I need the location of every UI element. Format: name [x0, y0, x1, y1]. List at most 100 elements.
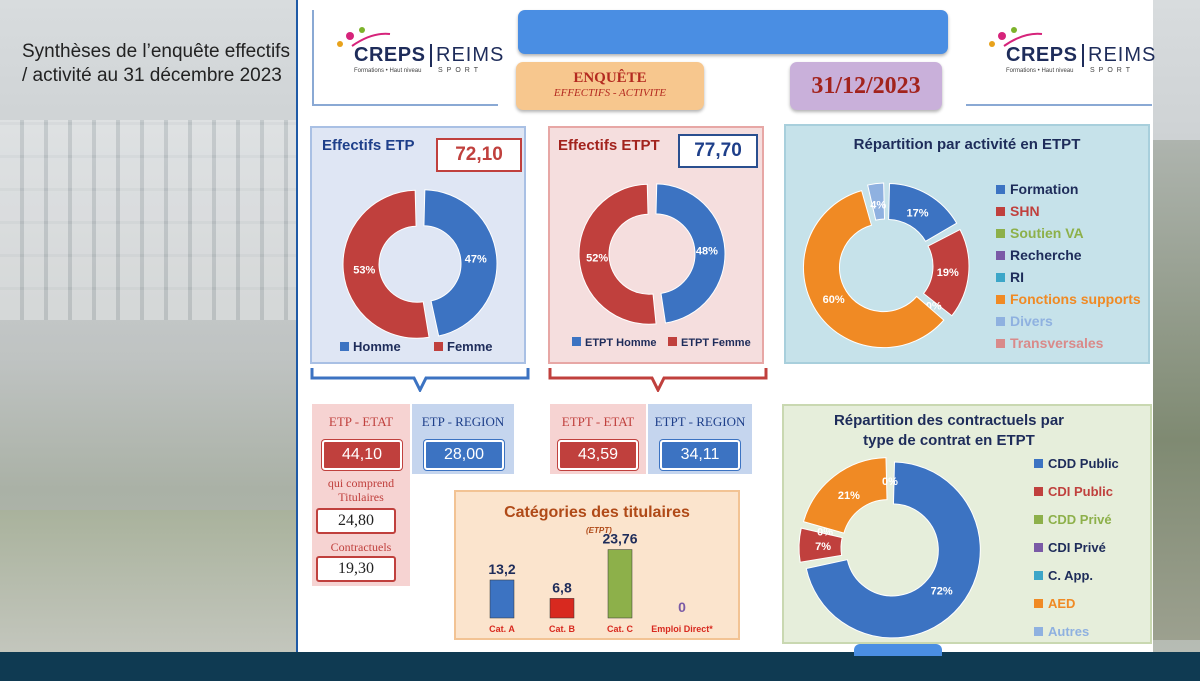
- legend-item-ri: RI: [996, 266, 1141, 288]
- slice-label-fonctions-supports: 60%: [823, 294, 845, 306]
- background-trees: [1152, 140, 1200, 640]
- activite-card: Répartition par activité en ETPT 17% 19% 0…: [784, 124, 1150, 364]
- legend-swatch: [1034, 459, 1043, 468]
- contrats-legend: CDD Public CDI Public CDD Privé CDI Privé C.…: [1034, 450, 1119, 646]
- logo-brand2: REIMS: [430, 44, 504, 67]
- bar-value-cat-c: 23,76: [602, 531, 637, 547]
- legend-label: Recherche: [1010, 247, 1082, 263]
- etpt-etat-value: 43,59: [558, 440, 638, 470]
- legend-item-divers: Divers: [996, 310, 1141, 332]
- legend-item-c-app-: C. App.: [1034, 562, 1119, 590]
- etpt-card: Effectifs ETPT 77,70 48% 52% ETPT Homme E…: [548, 126, 764, 364]
- legend-item-cdi-priv-: CDI Privé: [1034, 534, 1119, 562]
- categories-title: Catégories des titulaires: [504, 504, 690, 521]
- legend-swatch: [996, 339, 1005, 348]
- legend-swatch: [1034, 599, 1043, 608]
- logo-dots-icon: [337, 27, 391, 47]
- slice-cdi-public: [798, 527, 843, 563]
- slice-label-shn: 19%: [937, 267, 959, 279]
- legend-label: Formation: [1010, 181, 1079, 197]
- logo-brand: CREPS: [1006, 44, 1078, 66]
- legend-swatch: [996, 207, 1005, 216]
- legend-label: CDD Privé: [1048, 512, 1112, 527]
- etpt-total: 77,70: [678, 134, 758, 168]
- slice-label-formation: 17%: [907, 208, 929, 220]
- legend-swatch: [996, 295, 1005, 304]
- activite-legend: Formation SHN Soutien VA Recherche RI Fonctio…: [996, 178, 1141, 354]
- categories-unit: (ETPT): [586, 526, 612, 535]
- legend-swatch: [1034, 515, 1043, 524]
- slice-etpt-femme: [578, 183, 657, 325]
- contrats-donut: 72%7%0%21%0%: [798, 457, 981, 639]
- bottom-tab: [854, 644, 942, 656]
- slice-label-cdi-public: 7%: [815, 541, 831, 553]
- slice-etpt-homme: [655, 183, 726, 324]
- slice-homme: [423, 189, 498, 337]
- slice-femme: [342, 189, 430, 339]
- bar-cat-c: [607, 549, 633, 619]
- etpt-donut: 48% 52%: [578, 183, 726, 325]
- etp-contractuels-value: 19,30: [316, 556, 396, 582]
- etpt-brace: [548, 368, 768, 392]
- creps-logo-left: CREPS REIMS Formations • Haut niveau SPO…: [312, 10, 503, 106]
- legend-label: Divers: [1010, 313, 1053, 329]
- etp-region-panel: ETP - REGION 28,00: [412, 404, 514, 474]
- legend-label: CDI Privé: [1048, 540, 1106, 555]
- etp-legend-homme-label: Homme: [353, 339, 401, 354]
- logo-tagline: Formations • Haut niveau: [1006, 68, 1074, 74]
- bar-value-cat-b: 6,8: [552, 579, 572, 595]
- legend-swatch: [1034, 627, 1043, 636]
- logo-tagline2: SPORT: [1090, 67, 1134, 74]
- legend-label: CDI Public: [1048, 484, 1114, 499]
- legend-item-transversales: Transversales: [996, 332, 1141, 354]
- legend-item-recherche: Recherche: [996, 244, 1141, 266]
- logo-brand2: REIMS: [1082, 44, 1156, 67]
- title-bar: [518, 10, 948, 54]
- legend-item-soutien-va: Soutien VA: [996, 222, 1141, 244]
- legend-swatch: [996, 251, 1005, 260]
- bar-cat-b: [549, 598, 575, 619]
- slice-cdd-public: [805, 461, 981, 639]
- etpt-region-panel: ETPT - REGION 34,11: [648, 404, 752, 474]
- legend-item-cdd-priv-: CDD Privé: [1034, 506, 1119, 534]
- legend-item-shn: SHN: [996, 200, 1141, 222]
- etp-title: Effectifs ETP: [322, 137, 415, 154]
- legend-swatch: [1034, 571, 1043, 580]
- contrats-title-line1: Répartition des contractuels par: [833, 412, 1065, 429]
- etp-total: 72,10: [436, 138, 522, 172]
- etp-titulaires-value: 24,80: [316, 508, 396, 534]
- enquete-subtitle: EFFECTIFS - ACTIVITE: [553, 87, 667, 99]
- legend-label: Autres: [1048, 624, 1090, 639]
- etp-titulaires-label: Titulaires: [338, 490, 384, 504]
- etpt-etat-label: ETPT - ETAT: [561, 414, 635, 429]
- slice-label-femme: 53%: [353, 264, 375, 276]
- legend-item-aed: AED: [1034, 590, 1119, 618]
- etp-legend-femme-label: Femme: [447, 339, 493, 354]
- legend-label: Fonctions supports: [1010, 291, 1141, 307]
- slice-label-aed: 21%: [838, 490, 860, 502]
- etpt-region-value: 34,11: [660, 440, 740, 470]
- etp-qui-comprend: qui comprend: [327, 476, 395, 490]
- legend-label: RI: [1010, 269, 1024, 285]
- etp-etat-panel: ETP - ETAT 44,10 qui comprend Titulaires…: [312, 404, 410, 586]
- slice-formation: [888, 182, 958, 242]
- bar-value-emploi-direct-: 0: [678, 599, 686, 615]
- etp-etat-label: ETP - ETAT: [328, 414, 394, 429]
- etp-region-value: 28,00: [424, 440, 504, 470]
- background-ground: [0, 510, 300, 652]
- bar-value-cat-a: 13,2: [488, 561, 515, 577]
- etpt-title: Effectifs ETPT: [558, 137, 660, 154]
- bar-category-cat-c: Cat. C: [607, 624, 634, 634]
- background-building: [0, 120, 300, 320]
- logo-brand: CREPS: [354, 44, 426, 66]
- legend-label: AED: [1048, 596, 1076, 611]
- slice-aed: [802, 457, 888, 534]
- contrats-card: Répartition des contractuels par type de…: [782, 404, 1152, 644]
- etpt-legend-femme: ETPT Femme: [668, 337, 751, 349]
- etpt-legend-homme-label: ETPT Homme: [585, 337, 657, 349]
- enquete-box: ENQUÊTE EFFECTIFS - ACTIVITE: [516, 62, 704, 110]
- bar-category-cat-b: Cat. B: [549, 624, 576, 634]
- legend-label: CDD Public: [1048, 456, 1119, 471]
- etp-region-label: ETP - REGION: [421, 414, 505, 429]
- dashboard-panel: CREPS REIMS Formations • Haut niveau SPO…: [296, 0, 1156, 656]
